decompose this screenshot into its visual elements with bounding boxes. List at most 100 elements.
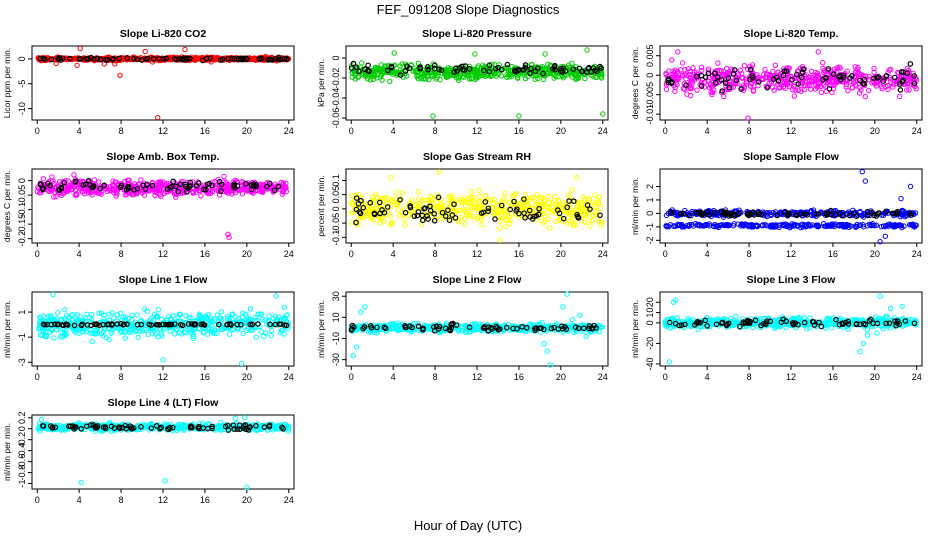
- data-point: [403, 73, 410, 79]
- data-point: [83, 315, 89, 321]
- data-point: [491, 211, 497, 217]
- data-point: [212, 321, 219, 328]
- hourly-point: [694, 209, 700, 216]
- hourly-point: [101, 182, 108, 189]
- hourly-point: [160, 321, 166, 328]
- x-tick-label: 12: [158, 249, 168, 259]
- data-point: [871, 80, 878, 87]
- data-point: [681, 71, 688, 77]
- hourly-point: [247, 321, 253, 328]
- data-point: [74, 192, 80, 198]
- hourly-point: [131, 55, 137, 62]
- hourly-point: [184, 55, 191, 62]
- data-point: [349, 210, 356, 216]
- hourly-point: [793, 212, 800, 219]
- data-point: [59, 329, 65, 335]
- data-point: [247, 306, 254, 312]
- hourly-point: [575, 325, 582, 332]
- data-point: [435, 68, 442, 75]
- data-point: [349, 219, 356, 226]
- data-point: [152, 189, 158, 195]
- outlier-point: [149, 59, 156, 65]
- data-point: [519, 327, 526, 334]
- hourly-point: [584, 202, 591, 208]
- data-point: [496, 209, 503, 215]
- hourly-point: [259, 55, 265, 62]
- data-point: [666, 68, 672, 74]
- hourly-point: [427, 203, 433, 210]
- hourly-point: [425, 216, 431, 222]
- x-tick-label: 16: [200, 126, 210, 136]
- y-axis-label: Licor ppm per min.: [2, 48, 12, 118]
- hourly-point: [82, 181, 89, 187]
- hourly-point: [730, 71, 737, 77]
- data-point: [594, 212, 600, 218]
- outlier-point: [907, 183, 914, 190]
- hourly-point: [492, 216, 498, 222]
- hourly-point: [435, 194, 442, 201]
- hourly-point: [480, 67, 487, 74]
- hourly-point: [172, 183, 179, 190]
- data-point: [127, 329, 133, 336]
- data-point: [66, 314, 72, 320]
- data-point: [706, 223, 713, 229]
- data-point: [570, 222, 577, 229]
- data-point: [114, 191, 120, 197]
- data-point: [664, 224, 670, 230]
- data-point: [672, 88, 678, 94]
- data-point: [414, 72, 420, 79]
- hourly-point: [911, 73, 917, 79]
- hourly-point: [597, 212, 603, 219]
- hourly-point: [227, 321, 234, 327]
- data-point: [456, 219, 462, 225]
- outlier-point: [50, 291, 56, 298]
- data-point: [206, 325, 212, 331]
- data-point: [412, 201, 418, 208]
- hourly-point: [486, 68, 493, 75]
- data-point: [546, 225, 553, 231]
- hourly-point: [249, 321, 255, 328]
- hourly-point: [466, 66, 473, 72]
- x-tick-label: 12: [158, 126, 168, 136]
- outlier-point: [273, 293, 279, 299]
- data-point: [546, 205, 552, 211]
- hourly-point: [411, 213, 418, 219]
- hourly-point: [566, 198, 572, 204]
- x-tick-label: 12: [158, 372, 168, 382]
- y-tick-label: -0.05: [331, 213, 341, 234]
- data-point: [532, 202, 539, 208]
- hourly-point: [847, 75, 853, 81]
- data-point: [524, 204, 530, 210]
- hourly-point: [712, 70, 718, 77]
- data-point: [209, 326, 215, 333]
- data-point: [582, 219, 588, 226]
- hourly-point: [846, 212, 853, 219]
- figure-title: FEF_091208 Slope Diagnostics: [377, 2, 560, 17]
- hourly-point: [850, 210, 857, 216]
- hourly-point: [815, 211, 822, 217]
- data-point: [740, 221, 747, 228]
- hourly-point: [795, 81, 802, 87]
- hourly-point: [908, 212, 914, 218]
- hourly-point: [556, 210, 563, 217]
- hourly-point: [747, 211, 753, 217]
- x-tick-label: 4: [391, 372, 396, 382]
- hourly-point: [114, 321, 120, 327]
- outlier-point: [583, 333, 589, 340]
- data-point: [396, 212, 403, 219]
- data-point: [79, 189, 86, 195]
- outlier-point: [359, 60, 365, 66]
- y-tick-label: 2: [645, 184, 655, 189]
- hourly-point: [445, 207, 451, 214]
- outlier-point: [225, 231, 231, 237]
- data-point: [196, 311, 202, 317]
- hourly-point: [904, 70, 911, 76]
- x-tick-label: 20: [242, 372, 252, 382]
- hourly-point: [804, 212, 810, 218]
- data-point: [498, 73, 505, 79]
- data-point: [45, 183, 51, 189]
- hourly-point: [896, 81, 903, 87]
- hourly-point: [880, 78, 887, 84]
- hourly-point: [714, 74, 721, 81]
